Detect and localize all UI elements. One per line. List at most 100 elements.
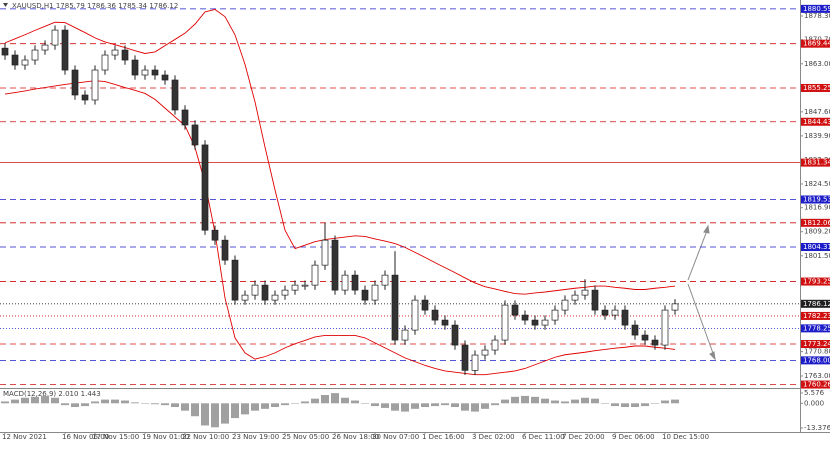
x-tick-label: 17 Nov 15:00	[92, 433, 139, 441]
level-tag-bg	[801, 324, 830, 333]
macd-bar	[1, 401, 9, 404]
macd-bar	[121, 400, 129, 404]
macd-bar	[141, 403, 149, 404]
macd-bar	[251, 403, 259, 411]
candle-body	[241, 294, 249, 301]
macd-bar	[431, 403, 439, 407]
level-label: 1760.26	[803, 381, 830, 389]
macd-bar	[631, 403, 639, 407]
candle-body	[451, 324, 459, 346]
lower-band	[4, 80, 676, 376]
candle-body	[591, 289, 599, 311]
candle-body	[501, 304, 509, 341]
x-tick-label: 16 Nov 06:00	[62, 433, 109, 441]
candle-body	[311, 264, 319, 286]
macd-bar	[411, 403, 419, 409]
level-label: 1804.31	[803, 243, 830, 251]
x-tick-label: 6 Dec 11:00	[522, 433, 565, 441]
candle-body	[131, 59, 139, 76]
candle-body	[191, 124, 199, 146]
level-tag-bg	[801, 39, 830, 48]
candle-body	[111, 49, 119, 56]
candle-body	[151, 69, 159, 76]
macd-bar	[511, 396, 519, 404]
macd-bar	[551, 400, 559, 404]
macd-bar	[211, 403, 219, 428]
macd-bar	[401, 403, 409, 412]
level-tag-bg	[801, 195, 830, 204]
level-tag: 1760.26	[801, 380, 830, 389]
candle-body	[121, 49, 129, 61]
candle-body	[651, 339, 659, 346]
level-label: 1786.12	[803, 300, 830, 308]
y-tick-label: 1824.50	[804, 180, 830, 188]
level-tag: 1786.12	[801, 299, 830, 308]
level-label: 1782.23	[803, 312, 830, 320]
level-label: 1773.24	[803, 340, 830, 348]
macd-bar	[471, 403, 479, 412]
x-tick-label: 25 Nov 05:00	[282, 433, 329, 441]
level-label: 1869.44	[803, 40, 830, 48]
x-tick-label: 7 Dec 20:00	[562, 433, 605, 441]
candle-body	[351, 274, 359, 291]
candle-body	[461, 344, 469, 371]
candle-body	[411, 299, 419, 331]
macd-bar	[381, 403, 389, 408]
candle-body	[91, 69, 99, 101]
macd-bar	[591, 398, 599, 404]
candle-body	[361, 289, 369, 301]
level-label: 1793.25	[803, 278, 830, 286]
macd-bar	[521, 395, 529, 404]
level-tag: 1804.31	[801, 243, 830, 252]
projection-arrows	[687, 224, 716, 361]
level-tag: 1778.25	[801, 324, 830, 333]
candle-body	[31, 49, 39, 61]
macd-bar	[651, 403, 659, 404]
macd-bar	[371, 403, 379, 407]
candle-body	[531, 319, 539, 326]
macd-bar	[221, 403, 229, 424]
level-tag-bg	[801, 4, 830, 13]
candle-body	[291, 284, 299, 291]
macd-bar	[91, 401, 99, 404]
candle-body	[541, 319, 549, 326]
x-tick-label: 12 Nov 2021	[2, 433, 47, 441]
candle-body	[271, 294, 279, 301]
candle-body	[181, 109, 189, 126]
macd-bar	[581, 397, 589, 404]
candle-body	[251, 284, 259, 296]
level-tag-bg	[801, 83, 830, 92]
candle-body	[561, 299, 569, 311]
macd-bar	[151, 403, 159, 405]
candle-body	[391, 274, 399, 341]
macd-bar	[11, 399, 19, 404]
macd-bar	[31, 396, 39, 404]
macd-label: MACD(12,26,9) 2.010 1.443	[3, 390, 101, 398]
macd-bar	[611, 403, 619, 407]
macd-tick-label: -13.376	[804, 424, 830, 432]
menu-icon[interactable]	[3, 3, 8, 7]
macd-tick-label: 0.000	[804, 399, 824, 407]
level-tag: 1793.25	[801, 277, 830, 286]
candle-body	[611, 309, 619, 316]
macd-bar	[301, 401, 309, 404]
candle-body	[381, 274, 389, 286]
level-tag-bg	[801, 218, 830, 227]
level-tag: 1831.34	[801, 158, 830, 167]
level-label: 1778.25	[803, 324, 830, 332]
candle-body	[521, 314, 529, 321]
level-label: 1855.25	[803, 84, 830, 92]
y-tick-label: 1770.80	[804, 348, 830, 356]
candle-body	[511, 304, 519, 316]
macd-bar	[281, 403, 289, 406]
y-tick-label: 1801.50	[804, 252, 830, 260]
level-tag: 1880.59	[801, 5, 830, 13]
x-tick-label: 23 Nov 19:00	[232, 433, 279, 441]
level-tag: 1773.24	[801, 340, 830, 349]
level-label: 1768.00	[803, 356, 830, 364]
macd-bar	[531, 396, 539, 404]
macd-bar	[241, 403, 249, 415]
macd-bar	[671, 399, 679, 404]
level-tag-bg	[801, 311, 830, 320]
